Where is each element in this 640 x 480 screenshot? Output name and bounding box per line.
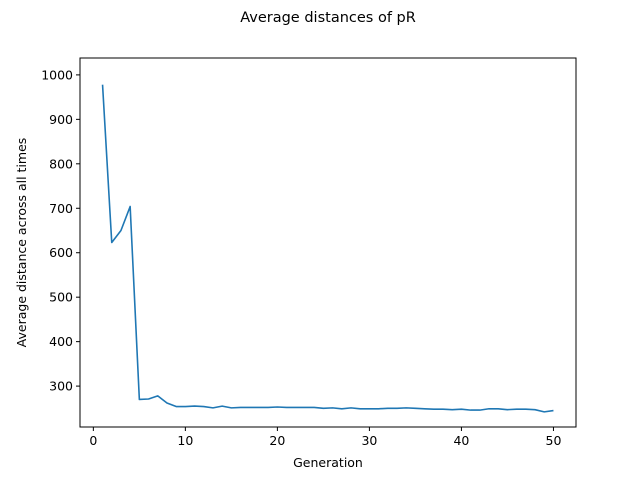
x-tick-label: 0 [89,433,97,448]
y-tick-label: 700 [49,201,73,216]
x-axis-label: Generation [293,455,363,470]
y-axis-label: Average distance across all times [14,138,29,348]
y-tick-label: 800 [49,156,73,171]
x-tick-label: 10 [177,433,193,448]
axis-ticks: 0 10 20 30 40 50 300 400 500 600 700 800 900 1000 [41,67,561,448]
y-tick-label: 400 [49,334,73,349]
plot-area-frame [79,57,577,428]
y-tick-label: 500 [49,290,73,305]
series-layer [101,84,554,413]
chart-title: Average distances of pR [240,10,416,26]
series-line [101,84,554,413]
y-tick-label: 1000 [41,67,73,82]
y-tick-label: 300 [49,379,73,394]
y-tick-label: 900 [49,112,73,127]
x-tick-label: 20 [269,433,285,448]
x-tick-label: 50 [546,433,562,448]
x-tick-label: 30 [361,433,377,448]
y-tick-label: 600 [49,245,73,260]
x-tick-label: 40 [453,433,469,448]
